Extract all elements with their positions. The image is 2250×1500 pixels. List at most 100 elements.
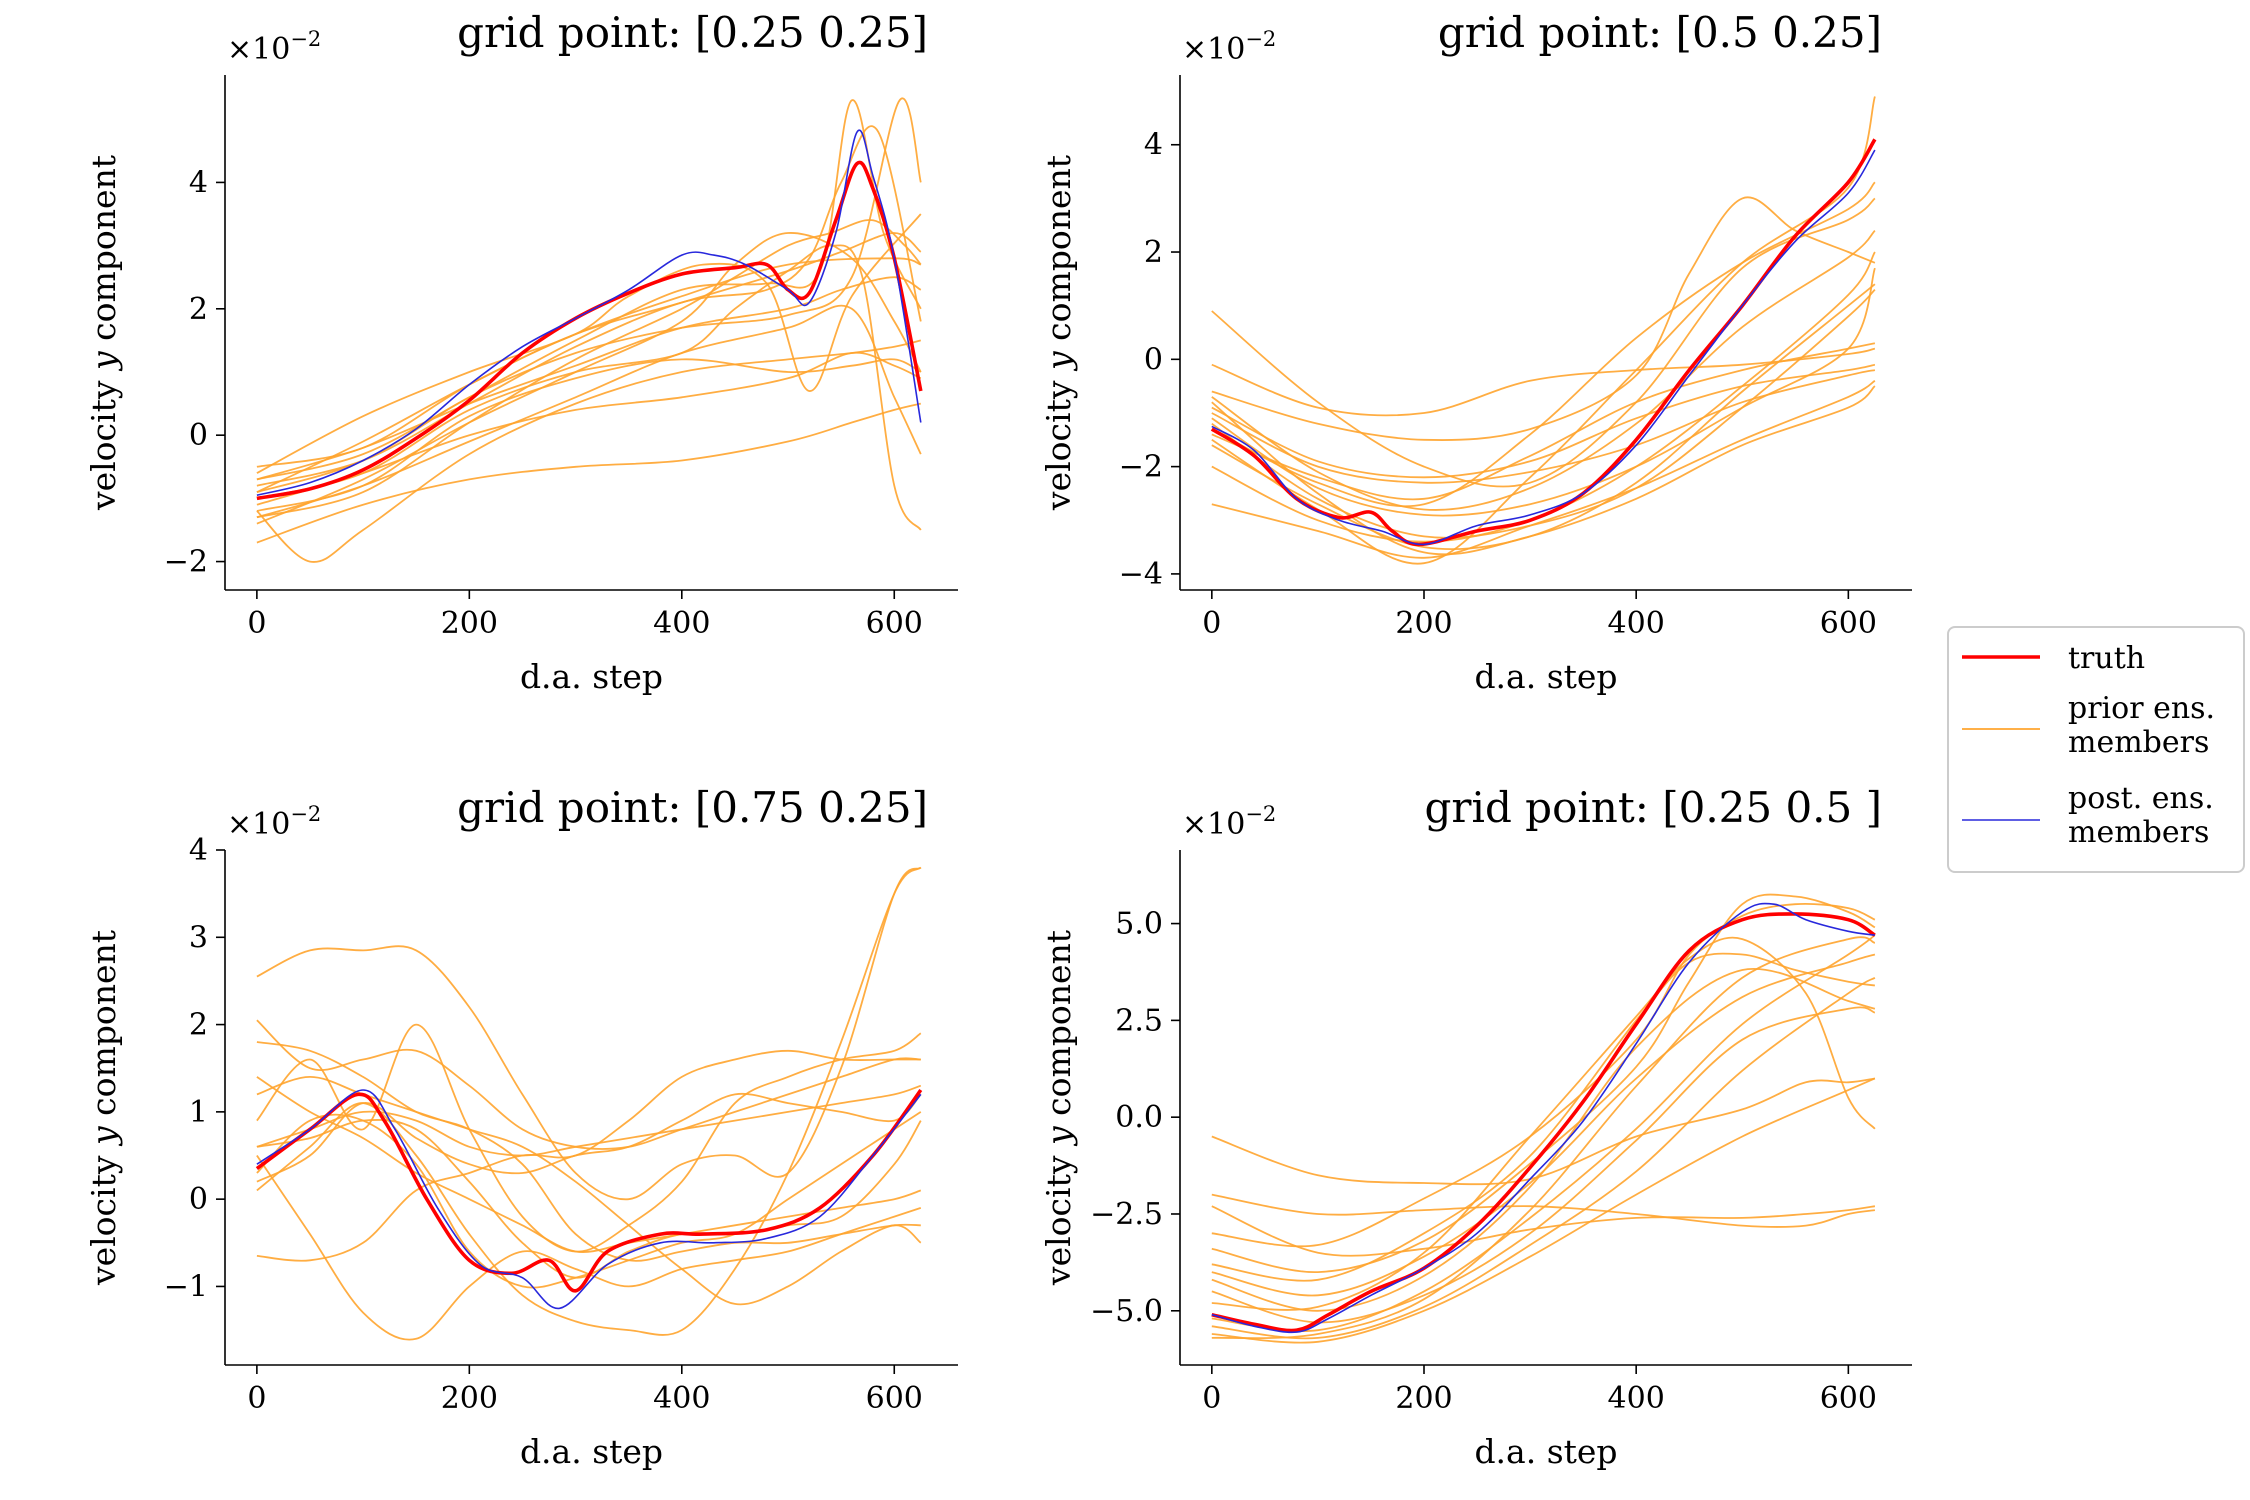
prior-member-line-6 — [1211, 380, 1876, 559]
legend-label-post: members — [2068, 815, 2209, 850]
y-tick-label: −5.0 — [1090, 1294, 1163, 1329]
prior-member-line-1 — [256, 99, 922, 481]
y-axis-label-part: component — [1039, 930, 1078, 1126]
y-tick-label: 2.5 — [1115, 1003, 1163, 1038]
prior-member-line-14 — [1211, 953, 1876, 1297]
prior-member-line-3 — [256, 1076, 922, 1253]
prior-member-line-10 — [256, 1075, 922, 1306]
prior-member-line-1 — [256, 866, 922, 1201]
prior-member-line-6 — [1211, 967, 1876, 1312]
prior-member-line-5 — [1211, 893, 1876, 1274]
truth-line — [256, 160, 923, 501]
prior-member-line-11 — [1211, 1077, 1876, 1344]
prior-member-line-8 — [256, 1118, 922, 1279]
x-axis-label: d.a. step — [520, 657, 663, 696]
y-tick-label: −4 — [1119, 557, 1163, 592]
x-tick-label: 600 — [866, 606, 923, 641]
prior-member-line-8 — [1211, 936, 1876, 1311]
y-axis-label-part: velocity — [1039, 1145, 1078, 1286]
prior-member-line-7 — [256, 402, 921, 544]
prior-member-line-15 — [256, 304, 922, 519]
prior-member-line-6 — [256, 1023, 922, 1253]
x-tick-label: 0 — [1202, 1381, 1221, 1416]
y-axis-label-part: y — [84, 1126, 123, 1147]
prior-member-line-4 — [1211, 369, 1876, 484]
panel-title: grid point: [0.75 0.25] — [457, 783, 928, 832]
x-tick-label: 600 — [866, 1381, 923, 1416]
x-tick-label: 200 — [441, 606, 498, 641]
y-axis-label: velocity y component — [1039, 155, 1078, 511]
x-tick-label: 0 — [1202, 606, 1221, 641]
x-tick-label: 0 — [247, 606, 266, 641]
posterior-member-line — [256, 129, 922, 496]
prior-member-line-1 — [1211, 197, 1876, 488]
x-tick-label: 200 — [1395, 606, 1452, 641]
subplot-4: 0 200 400 600 −5.0 −2.5 0.0 2.5 5.0 d.a. step velo… — [1039, 783, 1912, 1471]
prior-member-line-3 — [1211, 196, 1876, 441]
y-tick-label: 3 — [189, 920, 208, 955]
y-tick-label: 1 — [189, 1095, 208, 1130]
prior-member-line-2 — [1211, 1193, 1876, 1228]
prior-member-line-12 — [256, 351, 922, 506]
prior-member-line-5 — [1211, 342, 1876, 501]
prior-member-line-10 — [1211, 977, 1876, 1340]
posterior-member-line — [1211, 149, 1876, 546]
prior-member-line-8 — [1211, 96, 1876, 565]
prior-member-line-9 — [1211, 229, 1876, 511]
prior-member-line-7 — [1211, 1006, 1876, 1324]
y-tick-label: −2.5 — [1090, 1197, 1163, 1232]
prior-member-line-13 — [1211, 936, 1876, 1340]
series-group — [255, 866, 923, 1341]
prior-member-line-9 — [256, 1111, 922, 1289]
x-tick-label: 400 — [1608, 1381, 1665, 1416]
prior-member-line-2 — [256, 1019, 921, 1150]
subplot-1: 0 200 400 600 −2 0 2 4 d.a. step velocity y compo… — [84, 8, 958, 696]
prior-member-line-3 — [256, 213, 922, 474]
prior-member-line-10 — [256, 244, 922, 531]
y-axis-label-part: velocity — [84, 1145, 123, 1286]
prior-member-line-13 — [1211, 181, 1876, 508]
y-tick-label: 2 — [189, 292, 208, 327]
prior-member-line-5 — [256, 257, 922, 468]
prior-member-line-12 — [1211, 251, 1876, 543]
x-tick-label: 400 — [653, 606, 710, 641]
x-tick-label: 200 — [1395, 1381, 1452, 1416]
prior-member-line-6 — [256, 358, 922, 512]
y-tick-label: −1 — [164, 1269, 208, 1304]
x-tick-label: 0 — [247, 1381, 266, 1416]
x-tick-label: 600 — [1820, 606, 1877, 641]
prior-member-line-11 — [1211, 267, 1876, 517]
prior-member-line-14 — [256, 276, 922, 481]
y-scale-factor: ×10−2 — [1182, 27, 1276, 67]
y-tick-label: 2 — [1144, 235, 1163, 270]
y-tick-label: −2 — [164, 545, 208, 580]
x-tick-label: 400 — [653, 1381, 710, 1416]
series-group — [256, 97, 923, 563]
series-group — [1211, 893, 1876, 1344]
prior-member-line-7 — [1211, 385, 1876, 556]
x-tick-label: 600 — [1820, 1381, 1877, 1416]
y-axis-label-part: y — [1039, 1126, 1078, 1147]
x-tick-label: 200 — [441, 1381, 498, 1416]
posterior-member-line — [256, 1089, 922, 1310]
prior-member-line-1 — [1211, 1077, 1876, 1186]
y-scale-exponent: −2 — [290, 27, 321, 51]
y-tick-label: 0 — [189, 1182, 208, 1217]
y-scale-exponent: −2 — [1245, 802, 1276, 826]
x-axis-label: d.a. step — [520, 1432, 663, 1471]
x-tick-label: 400 — [1608, 606, 1665, 641]
prior-member-line-4 — [1211, 902, 1876, 1248]
y-tick-label: 0.0 — [1115, 1100, 1163, 1135]
prior-member-line-14 — [1211, 363, 1876, 479]
y-scale-exponent: −2 — [290, 802, 321, 826]
y-axis-label-part: velocity — [84, 370, 123, 511]
posterior-member-line — [1211, 902, 1876, 1334]
panel-title: grid point: [0.25 0.25] — [457, 8, 928, 57]
legend-frame — [1947, 626, 2245, 873]
prior-member-line-15 — [1211, 283, 1876, 551]
y-scale-factor: ×10−2 — [227, 27, 321, 67]
panel-title: grid point: [0.5 0.25] — [1438, 8, 1882, 57]
